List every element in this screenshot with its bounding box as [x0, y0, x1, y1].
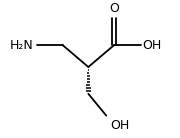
Text: OH: OH	[143, 39, 162, 52]
Text: H₂N: H₂N	[10, 39, 33, 52]
Text: OH: OH	[111, 119, 130, 132]
Text: O: O	[109, 2, 119, 14]
